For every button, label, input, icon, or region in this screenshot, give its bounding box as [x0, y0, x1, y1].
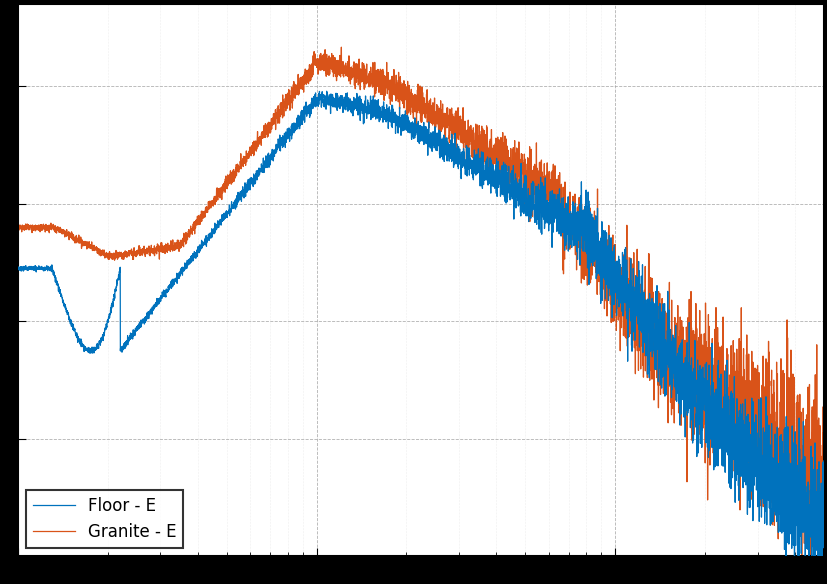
Floor - E	[322, 88, 332, 95]
Floor - E	[160, 288, 170, 296]
Floor - E	[496, 189, 506, 196]
Legend: Floor - E, Granite - E: Floor - E, Granite - E	[26, 491, 183, 548]
Granite - E	[537, 182, 547, 189]
Floor - E	[13, 266, 23, 273]
Line: Floor - E: Floor - E	[18, 91, 823, 584]
Floor - E	[537, 189, 547, 196]
Granite - E	[160, 244, 170, 251]
Granite - E	[675, 348, 685, 355]
Granite - E	[818, 456, 827, 463]
Floor - E	[818, 457, 827, 464]
Granite - E	[336, 44, 346, 51]
Granite - E	[13, 221, 23, 228]
Granite - E	[496, 169, 506, 176]
Floor - E	[321, 104, 331, 111]
Granite - E	[796, 557, 805, 564]
Floor - E	[614, 256, 624, 263]
Granite - E	[614, 283, 624, 290]
Floor - E	[675, 364, 685, 371]
Line: Granite - E: Granite - E	[18, 47, 823, 561]
Granite - E	[321, 70, 331, 77]
